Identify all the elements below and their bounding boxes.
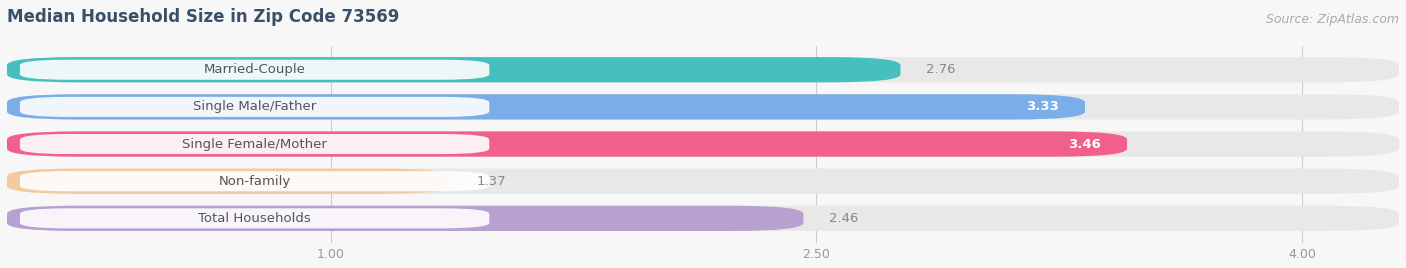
FancyBboxPatch shape [20, 60, 489, 80]
Text: 3.46: 3.46 [1069, 137, 1101, 151]
Text: 2.76: 2.76 [927, 63, 956, 76]
Text: 1.37: 1.37 [477, 175, 506, 188]
Text: Married-Couple: Married-Couple [204, 63, 305, 76]
Text: Single Male/Father: Single Male/Father [193, 100, 316, 113]
FancyBboxPatch shape [20, 134, 489, 154]
Text: 3.33: 3.33 [1026, 100, 1059, 113]
FancyBboxPatch shape [7, 57, 1399, 82]
Text: Total Households: Total Households [198, 212, 311, 225]
FancyBboxPatch shape [7, 57, 900, 82]
Text: Source: ZipAtlas.com: Source: ZipAtlas.com [1265, 13, 1399, 26]
FancyBboxPatch shape [7, 206, 1399, 231]
Text: 2.46: 2.46 [830, 212, 859, 225]
Text: Single Female/Mother: Single Female/Mother [183, 137, 328, 151]
FancyBboxPatch shape [20, 97, 489, 117]
Text: Non-family: Non-family [218, 175, 291, 188]
FancyBboxPatch shape [7, 131, 1128, 157]
FancyBboxPatch shape [7, 169, 1399, 194]
FancyBboxPatch shape [7, 169, 450, 194]
FancyBboxPatch shape [7, 131, 1399, 157]
FancyBboxPatch shape [7, 94, 1399, 120]
FancyBboxPatch shape [7, 94, 1085, 120]
FancyBboxPatch shape [7, 206, 803, 231]
Text: Median Household Size in Zip Code 73569: Median Household Size in Zip Code 73569 [7, 8, 399, 26]
FancyBboxPatch shape [20, 171, 489, 191]
FancyBboxPatch shape [20, 208, 489, 228]
